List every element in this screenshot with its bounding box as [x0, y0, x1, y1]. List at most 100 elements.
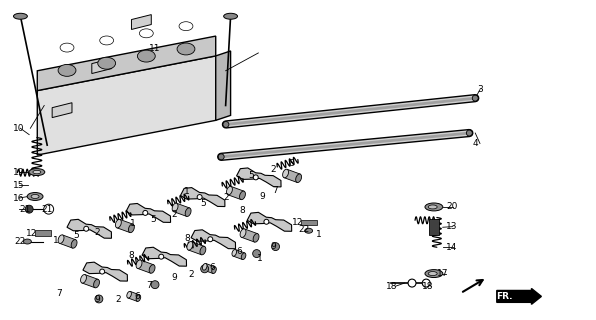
- Circle shape: [159, 254, 164, 259]
- Text: 5: 5: [150, 215, 156, 224]
- Text: 18: 18: [422, 282, 434, 291]
- FancyArrow shape: [497, 288, 541, 304]
- Text: 21: 21: [41, 205, 52, 214]
- Text: FR.: FR.: [496, 292, 513, 301]
- Ellipse shape: [127, 292, 131, 298]
- Polygon shape: [92, 59, 111, 74]
- Text: 9: 9: [260, 192, 265, 201]
- Text: 11: 11: [149, 44, 161, 53]
- Ellipse shape: [116, 219, 122, 228]
- Polygon shape: [142, 247, 187, 266]
- Ellipse shape: [429, 205, 437, 209]
- Circle shape: [143, 211, 148, 215]
- Polygon shape: [284, 169, 300, 182]
- Text: 3: 3: [477, 85, 483, 94]
- Text: 8: 8: [239, 206, 245, 215]
- Ellipse shape: [136, 260, 142, 268]
- Text: 2: 2: [271, 165, 276, 174]
- Ellipse shape: [226, 186, 232, 195]
- Polygon shape: [241, 229, 257, 242]
- Text: 7: 7: [146, 281, 152, 290]
- Ellipse shape: [232, 250, 237, 256]
- Ellipse shape: [283, 169, 288, 178]
- Ellipse shape: [71, 240, 77, 248]
- Ellipse shape: [23, 239, 32, 244]
- Text: 18: 18: [386, 282, 397, 291]
- Text: 6: 6: [135, 292, 140, 301]
- Text: 1: 1: [130, 219, 135, 228]
- Polygon shape: [128, 292, 139, 301]
- Ellipse shape: [203, 263, 207, 270]
- Ellipse shape: [139, 29, 153, 38]
- Ellipse shape: [14, 13, 27, 19]
- Circle shape: [151, 281, 159, 289]
- Ellipse shape: [149, 265, 155, 273]
- Circle shape: [44, 204, 54, 214]
- Ellipse shape: [136, 295, 141, 301]
- Polygon shape: [82, 275, 98, 288]
- Text: 6: 6: [209, 263, 215, 272]
- Bar: [35, 230, 51, 236]
- Ellipse shape: [33, 170, 41, 174]
- Polygon shape: [126, 204, 170, 222]
- Polygon shape: [138, 260, 154, 273]
- Circle shape: [272, 243, 280, 251]
- Text: 12: 12: [292, 218, 304, 227]
- Text: 22: 22: [15, 237, 26, 246]
- Circle shape: [197, 195, 202, 199]
- Text: 9: 9: [271, 242, 276, 251]
- Text: 8: 8: [184, 234, 190, 243]
- Ellipse shape: [425, 270, 443, 277]
- Ellipse shape: [240, 191, 246, 200]
- Ellipse shape: [187, 242, 193, 250]
- Text: 16: 16: [13, 194, 25, 203]
- Text: 2: 2: [189, 270, 194, 279]
- Polygon shape: [191, 230, 235, 249]
- Polygon shape: [67, 219, 111, 238]
- Circle shape: [100, 269, 105, 274]
- Circle shape: [422, 279, 430, 287]
- Text: 19: 19: [13, 168, 25, 177]
- Ellipse shape: [241, 253, 246, 260]
- Text: 7: 7: [273, 186, 278, 195]
- Polygon shape: [247, 212, 291, 231]
- Ellipse shape: [224, 13, 238, 19]
- Circle shape: [208, 237, 213, 242]
- Circle shape: [223, 122, 229, 127]
- Polygon shape: [52, 103, 72, 117]
- Text: 8: 8: [288, 159, 294, 168]
- Ellipse shape: [212, 267, 216, 274]
- Ellipse shape: [253, 234, 259, 242]
- Polygon shape: [38, 56, 216, 155]
- Text: 2: 2: [223, 193, 229, 202]
- Ellipse shape: [98, 57, 116, 69]
- Circle shape: [25, 205, 33, 213]
- Ellipse shape: [179, 22, 193, 31]
- Polygon shape: [228, 187, 244, 200]
- Polygon shape: [188, 242, 204, 255]
- Circle shape: [253, 250, 260, 258]
- Ellipse shape: [200, 246, 206, 255]
- Ellipse shape: [296, 174, 302, 182]
- Circle shape: [201, 265, 209, 273]
- Text: 20: 20: [446, 203, 457, 212]
- Polygon shape: [173, 203, 190, 216]
- Polygon shape: [117, 220, 133, 233]
- Ellipse shape: [27, 193, 43, 200]
- Circle shape: [472, 95, 478, 101]
- Ellipse shape: [29, 169, 45, 176]
- Text: 1: 1: [53, 236, 58, 245]
- Text: 2: 2: [116, 295, 121, 304]
- Text: 9: 9: [94, 295, 100, 304]
- Text: 2: 2: [171, 210, 177, 219]
- Text: 21: 21: [19, 205, 31, 214]
- Ellipse shape: [172, 203, 178, 212]
- Ellipse shape: [94, 279, 100, 288]
- Text: 5: 5: [73, 231, 79, 240]
- Ellipse shape: [425, 203, 443, 211]
- Text: 2: 2: [94, 228, 100, 237]
- Text: 12: 12: [26, 229, 38, 238]
- Text: 13: 13: [446, 222, 457, 231]
- Ellipse shape: [429, 272, 437, 276]
- Text: 1: 1: [184, 187, 190, 196]
